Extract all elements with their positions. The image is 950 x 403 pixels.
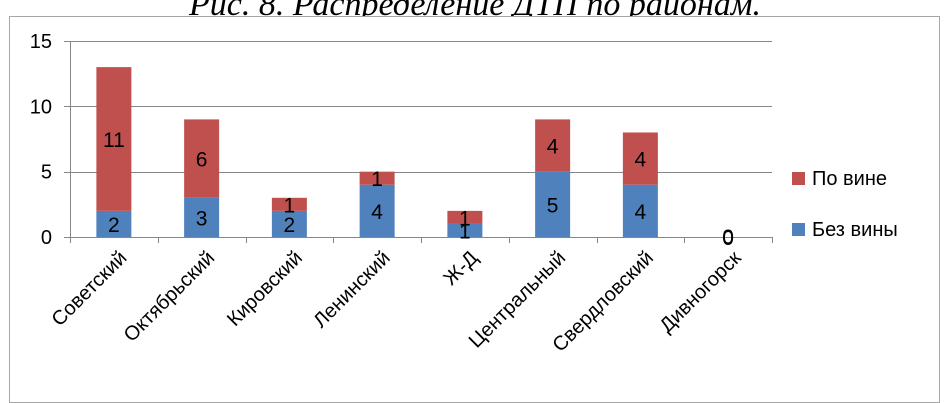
data-label: 4 — [547, 136, 559, 159]
legend-swatch — [792, 223, 805, 236]
chart-border — [9, 16, 940, 403]
bar-po-vine — [535, 119, 571, 172]
data-label: 4 — [635, 201, 647, 224]
data-label: 0 — [722, 226, 734, 249]
y-tick-label: 15 — [30, 31, 52, 53]
bar-bez-viny — [447, 223, 483, 237]
data-label: 11 — [103, 129, 125, 152]
data-label: 4 — [635, 149, 647, 172]
legend-swatch — [792, 172, 805, 185]
bar-bez-viny — [359, 184, 395, 237]
data-label: 6 — [196, 149, 208, 172]
data-label: 2 — [284, 214, 296, 237]
data-label: 0 — [722, 227, 734, 250]
legend-label: По вине — [812, 168, 887, 190]
data-label: 4 — [371, 201, 383, 224]
data-label: 1 — [459, 220, 471, 243]
y-tick-label: 0 — [41, 227, 52, 249]
bar-bez-viny — [96, 210, 132, 237]
bar-bez-viny — [184, 197, 220, 237]
bar-po-vine — [96, 67, 132, 211]
data-label: 1 — [284, 194, 296, 217]
bar-po-vine — [447, 210, 483, 224]
data-label: 3 — [196, 207, 208, 230]
bars — [96, 67, 658, 237]
bar-bez-viny — [535, 171, 571, 237]
bar-bez-viny — [622, 184, 658, 237]
data-label: 2 — [108, 214, 120, 237]
data-label: 1 — [371, 168, 383, 191]
bar-po-vine — [271, 197, 307, 211]
y-tick-label: 5 — [41, 162, 52, 184]
bar-po-vine — [359, 171, 395, 185]
bar-po-vine — [184, 119, 220, 198]
bar-bez-viny — [271, 210, 307, 237]
legend: По вине Без вины — [792, 168, 898, 241]
y-tick-label: 10 — [30, 96, 52, 118]
axes — [64, 41, 773, 243]
bar-po-vine — [622, 132, 658, 185]
data-label: 5 — [547, 194, 559, 217]
legend-label: Без вины — [812, 219, 898, 241]
data-label: 1 — [459, 207, 471, 230]
